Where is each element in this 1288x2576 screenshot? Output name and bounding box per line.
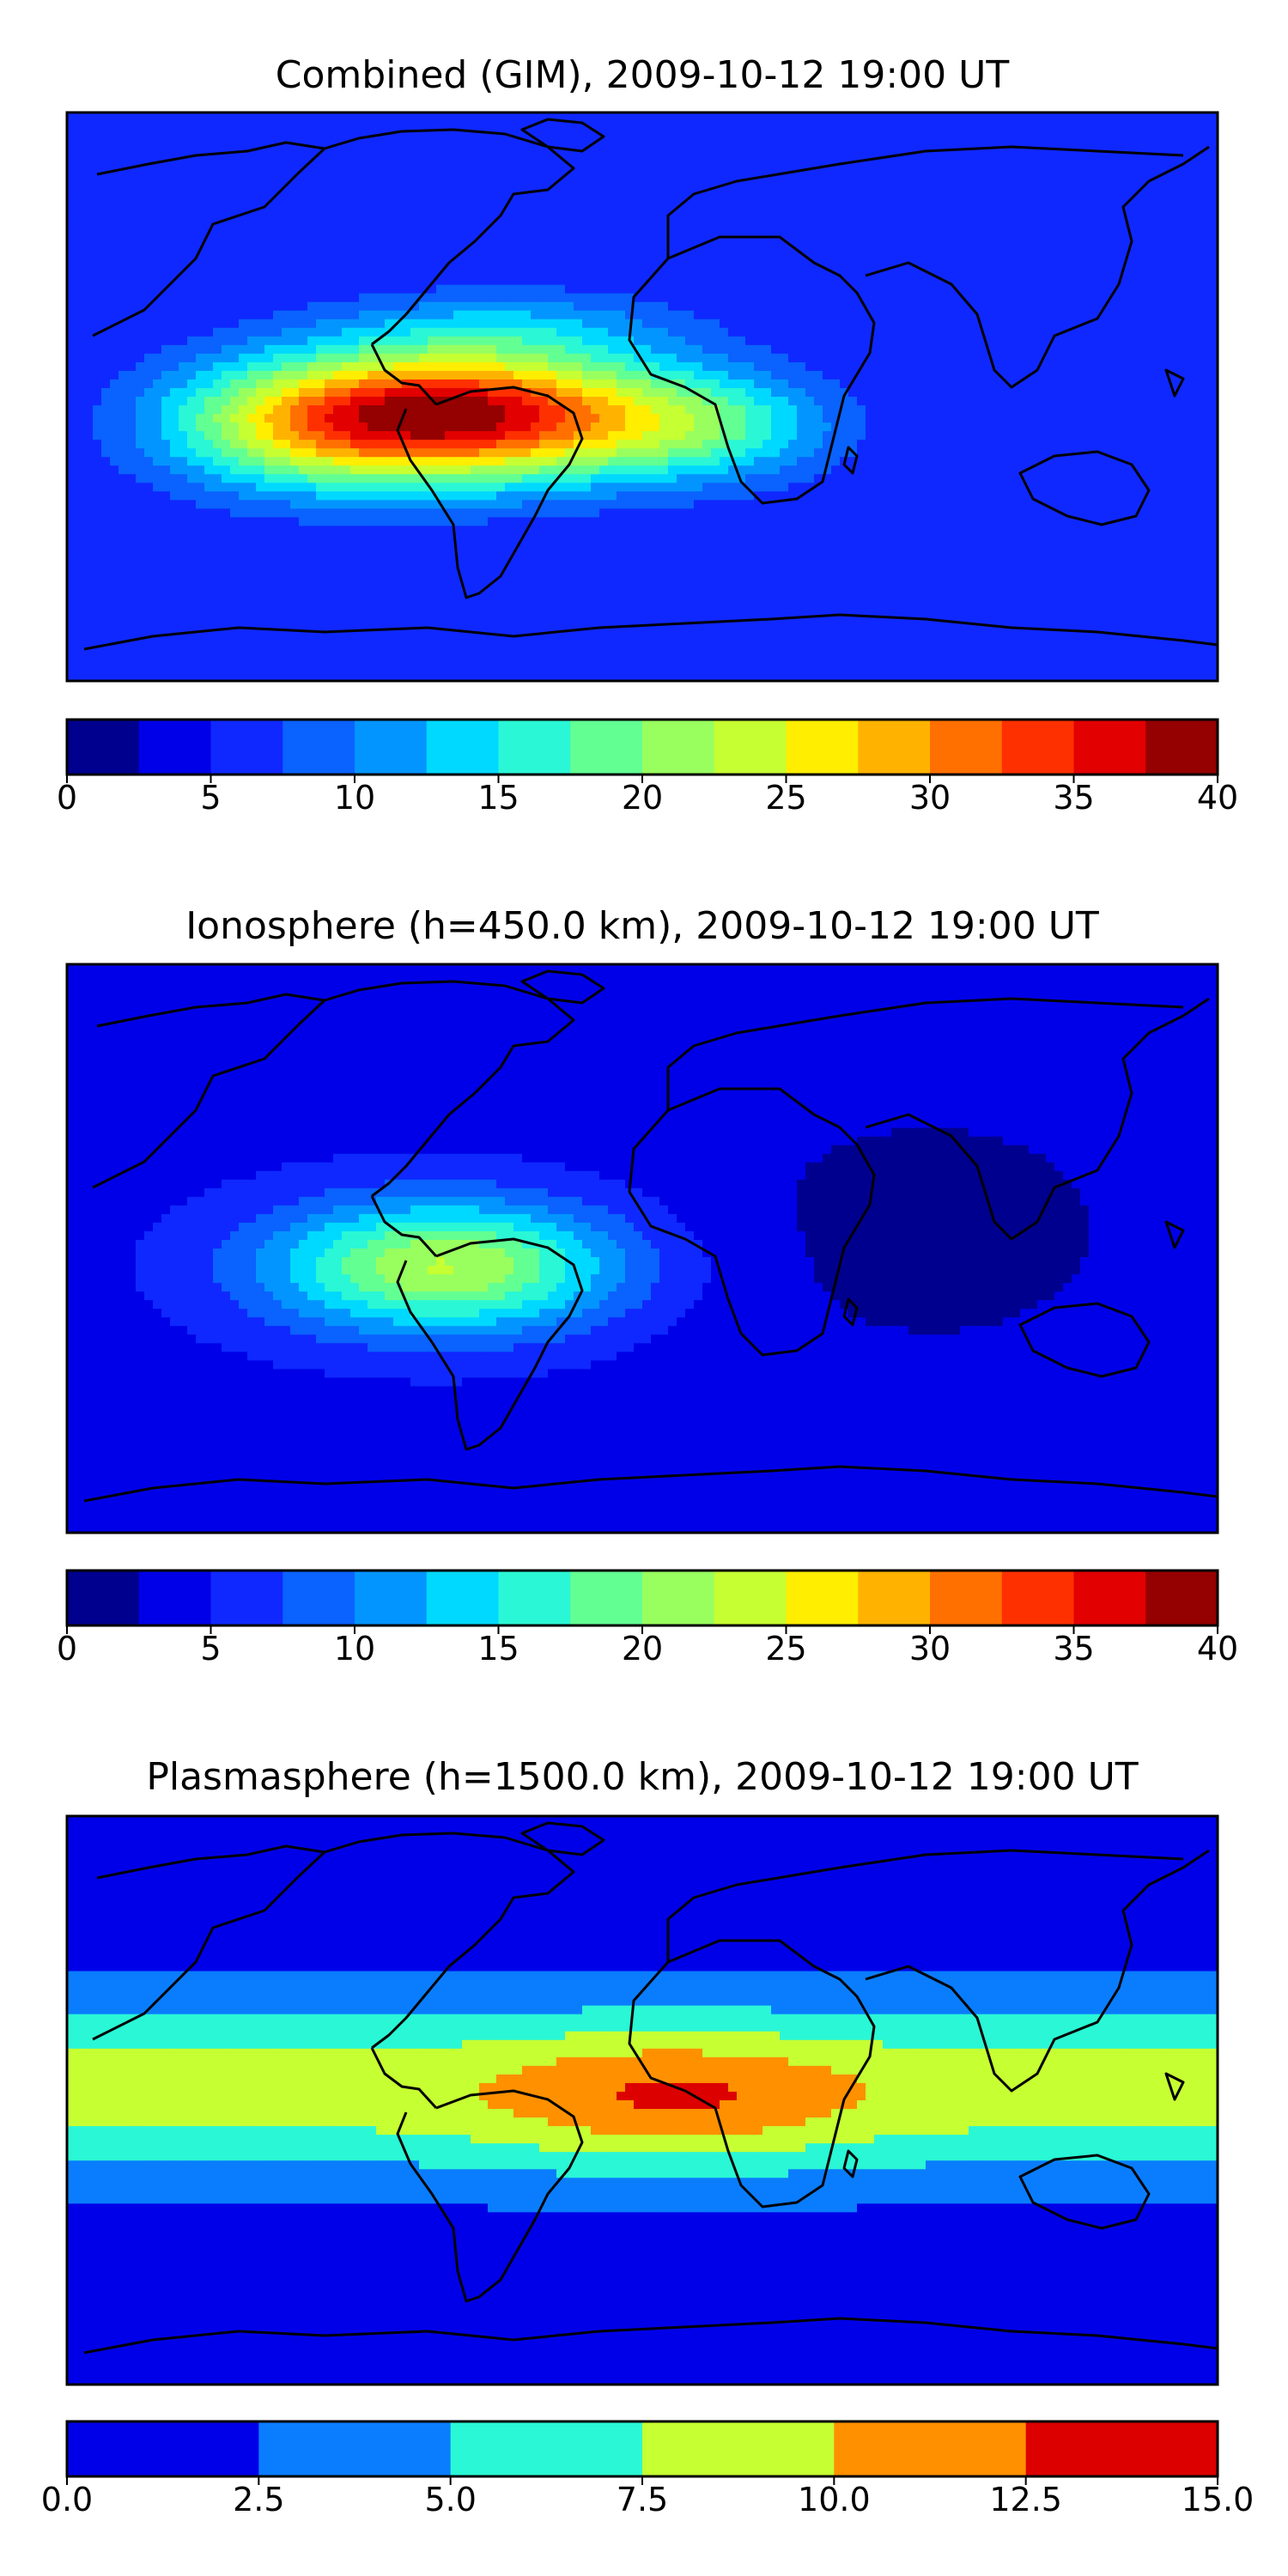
colorbar-swatch <box>642 2421 835 2476</box>
colorbar-swatch <box>1025 2421 1218 2476</box>
colorbar-swatch <box>210 1571 283 1625</box>
map-panel-combined <box>65 111 1219 683</box>
colorbar-swatch <box>426 720 499 775</box>
colorbar-swatch <box>67 720 140 775</box>
colorbar-swatch <box>450 2421 643 2476</box>
colorbar-swatch <box>498 720 571 775</box>
colorbar-tick-label: 30 <box>909 1630 951 1668</box>
colorbar-tick-label: 15.0 <box>1182 2481 1255 2518</box>
map-panel-ionosphere <box>65 963 1219 1534</box>
panel-title: Combined (GIM), 2009-10-12 19:00 UT <box>276 53 1010 97</box>
colorbar-swatch <box>1073 1571 1146 1625</box>
colorbar-swatch <box>1145 720 1218 775</box>
colorbar-tick-label: 35 <box>1053 1630 1094 1668</box>
colorbar-swatch <box>714 720 787 775</box>
colorbar-swatch <box>714 1571 787 1625</box>
colorbar-swatch <box>1001 1571 1074 1625</box>
colorbar-swatch <box>858 1571 931 1625</box>
colorbar-swatch <box>786 720 859 775</box>
colorbar-tick-label: 25 <box>765 1630 806 1668</box>
coastlines <box>83 1821 1218 2354</box>
colorbar-tick-label: 15 <box>477 1630 519 1668</box>
colorbar-swatch <box>1073 720 1146 775</box>
map-frame <box>65 963 1219 1534</box>
colorbar-swatch <box>258 2421 452 2476</box>
coastlines <box>83 118 1218 651</box>
colorbar-swatch <box>283 720 355 775</box>
colorbar-tick-label: 5.0 <box>424 2481 476 2518</box>
colorbar-swatch <box>67 2421 259 2476</box>
colorbar-swatch <box>498 1571 571 1625</box>
colorbar-tick-label: 15 <box>477 779 519 817</box>
colorbar-swatch <box>570 720 643 775</box>
colorbar-swatch <box>858 720 931 775</box>
colorbar-tick-label: 5 <box>200 779 221 817</box>
colorbar-tick-label: 10.0 <box>798 2481 871 2518</box>
colorbar-swatch <box>355 1571 428 1625</box>
colorbar-tick-label: 0.0 <box>41 2481 93 2518</box>
colorbar-swatch <box>1001 720 1074 775</box>
colorbar-swatch <box>930 1571 1003 1625</box>
colorbar-tick-label: 0 <box>57 1630 77 1668</box>
colorbar-tick-label: 40 <box>1197 779 1238 817</box>
map-frame <box>65 111 1219 683</box>
colorbar-swatch <box>834 2421 1027 2476</box>
colorbar-swatch <box>642 720 715 775</box>
colorbar-ionosphere: 0 5 10 15 20 25 30 35 40 <box>57 1569 1238 1668</box>
colorbar-swatch <box>786 1571 859 1625</box>
panel-title: Plasmasphere (h=1500.0 km), 2009-10-12 1… <box>146 1755 1138 1799</box>
colorbar-swatch <box>1145 1571 1218 1625</box>
colorbar-swatch <box>642 1571 715 1625</box>
colorbar-tick-label: 40 <box>1197 1630 1238 1668</box>
colorbar-tick-label: 20 <box>622 779 663 817</box>
colorbar-swatch <box>426 1571 499 1625</box>
colorbar-tick-label: 20 <box>622 1630 663 1668</box>
colorbar-tick-label: 0 <box>57 779 77 817</box>
colorbar-tick-label: 12.5 <box>989 2481 1062 2518</box>
colorbar-tick-label: 30 <box>909 779 951 817</box>
colorbar-tick-label: 25 <box>765 779 806 817</box>
colorbar-tick-label: 10 <box>334 1630 375 1668</box>
colorbar-tick-label: 7.5 <box>617 2481 668 2518</box>
colorbar-swatch <box>67 1571 140 1625</box>
colorbar-tick-label: 10 <box>334 779 375 817</box>
map-frame <box>65 1814 1219 2386</box>
coastlines <box>83 969 1218 1503</box>
colorbar-tick-label: 2.5 <box>233 2481 284 2518</box>
colorbar-swatch <box>210 720 283 775</box>
panel-title: Ionosphere (h=450.0 km), 2009-10-12 19:0… <box>185 904 1099 948</box>
colorbar-combined: 0 5 10 15 20 25 30 35 40 <box>57 718 1238 817</box>
colorbar-swatch <box>138 720 211 775</box>
colorbar-swatch <box>355 720 428 775</box>
colorbar-swatch <box>138 1571 211 1625</box>
colorbar-tick-label: 35 <box>1053 779 1094 817</box>
colorbar-swatch <box>283 1571 355 1625</box>
colorbar-swatch <box>930 720 1003 775</box>
colorbar-swatch <box>570 1571 643 1625</box>
colorbar-tick-label: 5 <box>200 1630 221 1668</box>
colorbar-plasmasphere: 0.0 2.5 5.0 7.5 10.0 12.5 15.0 <box>41 2420 1255 2518</box>
map-panel-plasmasphere <box>65 1814 1219 2386</box>
